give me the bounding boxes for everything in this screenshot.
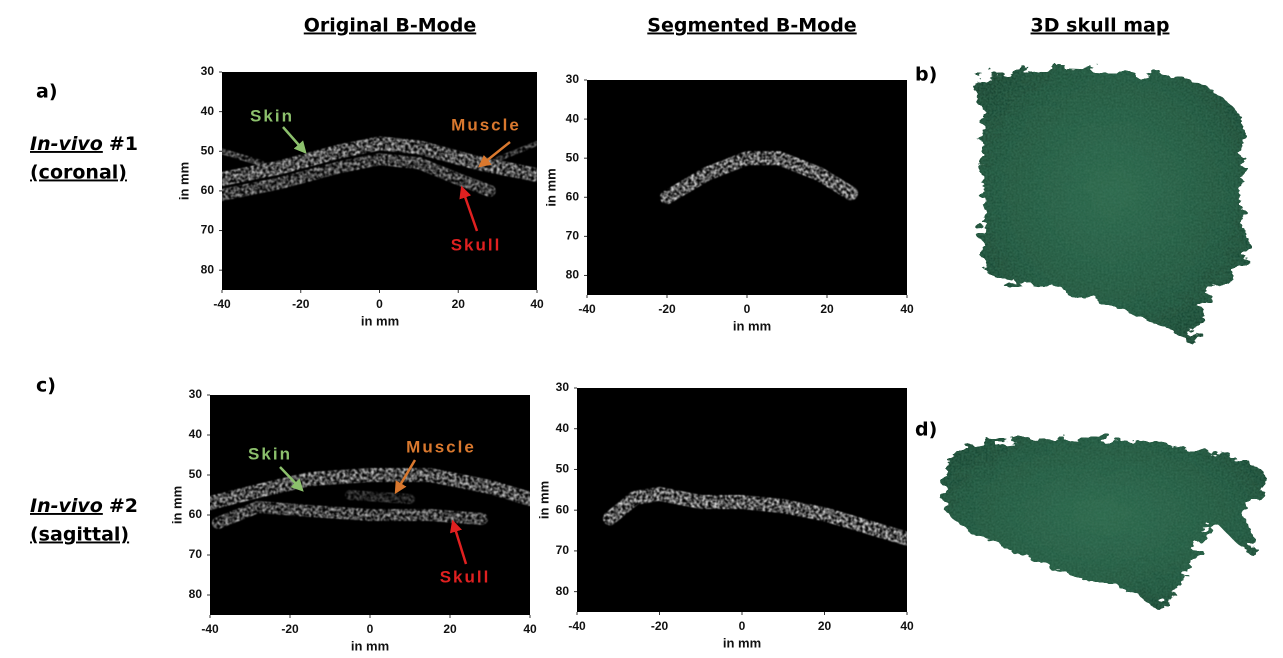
x-tick-label: 0 <box>376 297 383 311</box>
x-tick-label: 20 <box>443 622 457 636</box>
ultrasound-panel: 30 40 50 60 70 80 -40 -20 0 20 40 in mm in mm <box>536 380 914 650</box>
annotation: Skin <box>248 444 292 463</box>
skull-map-3d <box>978 68 1248 342</box>
x-tick-label: 20 <box>452 297 466 311</box>
y-tick-label: 30 <box>189 387 203 401</box>
y-tick-label: 60 <box>189 507 203 521</box>
row-subtitle: (coronal) <box>30 162 127 184</box>
x-tick-label: 40 <box>523 622 537 636</box>
figure: Original B-Mode Segmented B-Mode 3D skul… <box>0 0 1283 658</box>
panel-label: d) <box>915 419 937 441</box>
y-axis-label: in mm <box>169 486 184 524</box>
y-tick-label: 60 <box>201 183 215 197</box>
x-axis-label: in mm <box>351 638 389 653</box>
echo <box>350 495 410 499</box>
y-tick-label: 80 <box>566 268 580 282</box>
y-tick-label: 30 <box>566 72 580 86</box>
ultrasound-panel: 30 40 50 60 70 80 -40 -20 0 20 40 in mm in mm Skin Mus… <box>176 64 544 328</box>
x-axis-label: in mm <box>361 313 399 328</box>
x-tick-label: 40 <box>530 297 544 311</box>
row-title-italic: In-vivo <box>30 133 103 155</box>
row-title-number: #1 <box>109 133 138 155</box>
row-title: In-vivo #1 <box>30 133 138 155</box>
column-header: Segmented B-Mode <box>647 15 856 37</box>
y-tick-label: 40 <box>201 104 215 118</box>
x-tick-label: -20 <box>281 622 299 636</box>
x-tick-label: 0 <box>739 619 746 633</box>
x-tick-label: 40 <box>900 302 914 316</box>
x-tick-label: -20 <box>651 619 669 633</box>
y-tick-label: 30 <box>556 380 570 394</box>
x-axis-label: in mm <box>723 635 761 650</box>
x-tick-label: -20 <box>292 297 310 311</box>
x-tick-label: 0 <box>744 302 751 316</box>
y-axis-label: in mm <box>536 481 551 519</box>
b-mode-image <box>587 80 907 295</box>
x-tick-label: 40 <box>900 619 914 633</box>
y-tick-label: 40 <box>556 421 570 435</box>
annotation: Skin <box>250 106 294 125</box>
x-tick-label: 20 <box>820 302 834 316</box>
y-tick-label: 70 <box>201 223 215 237</box>
y-tick-label: 40 <box>189 427 203 441</box>
row-title-italic: In-vivo <box>30 495 103 517</box>
y-tick-label: 70 <box>189 547 203 561</box>
ultrasound-panel: 30 40 50 60 70 80 -40 -20 0 20 40 in mm in mm Skin Mus… <box>169 387 537 653</box>
ultrasound-panel: 30 40 50 60 70 80 -40 -20 0 20 40 in mm in mm <box>543 72 914 333</box>
y-tick-label: 80 <box>556 584 570 598</box>
y-tick-label: 60 <box>556 502 570 516</box>
y-tick-label: 70 <box>566 229 580 243</box>
y-tick-label: 50 <box>566 150 580 164</box>
y-axis-label: in mm <box>176 162 191 200</box>
x-tick-label: 20 <box>818 619 832 633</box>
panel-label: a) <box>36 81 58 103</box>
x-tick-label: -40 <box>201 622 219 636</box>
y-tick-label: 40 <box>566 111 580 125</box>
y-tick-label: 50 <box>556 462 570 476</box>
row-title: In-vivo #2 <box>30 495 138 517</box>
column-header: Original B-Mode <box>304 15 476 37</box>
annotation: Skull <box>451 235 502 254</box>
x-tick-label: -20 <box>658 302 676 316</box>
panel-label: c) <box>36 375 56 397</box>
y-tick-label: 30 <box>201 64 215 78</box>
x-tick-label: -40 <box>578 302 596 316</box>
y-axis-label: in mm <box>543 168 558 206</box>
y-tick-label: 70 <box>556 543 570 557</box>
panel-label: b) <box>915 64 937 86</box>
y-tick-label: 80 <box>189 587 203 601</box>
y-tick-label: 50 <box>189 467 203 481</box>
y-tick-label: 80 <box>201 262 215 276</box>
annotation: Muscle <box>451 115 521 134</box>
row-title-number: #2 <box>109 495 138 517</box>
y-tick-label: 60 <box>566 189 580 203</box>
x-tick-label: -40 <box>568 619 586 633</box>
x-tick-label: -40 <box>213 297 231 311</box>
annotation: Muscle <box>406 437 476 456</box>
row-subtitle: (sagittal) <box>30 524 129 546</box>
skull-map-3d <box>943 438 1264 610</box>
column-header: 3D skull map <box>1031 15 1170 37</box>
y-tick-label: 50 <box>201 143 215 157</box>
x-tick-label: 0 <box>367 622 374 636</box>
x-axis-label: in mm <box>733 318 771 333</box>
annotation: Skull <box>440 567 491 586</box>
